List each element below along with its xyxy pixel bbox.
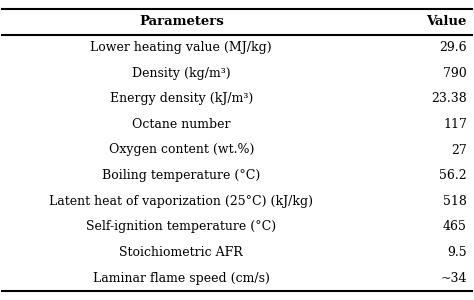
Text: 27: 27: [451, 143, 467, 157]
Text: Lower heating value (MJ/kg): Lower heating value (MJ/kg): [91, 41, 272, 54]
Text: Boiling temperature (°C): Boiling temperature (°C): [102, 169, 260, 182]
Text: Octane number: Octane number: [132, 118, 230, 131]
Text: 790: 790: [443, 67, 467, 80]
Text: Latent heat of vaporization (25°C) (kJ/kg): Latent heat of vaporization (25°C) (kJ/k…: [49, 195, 313, 208]
Text: Laminar flame speed (cm/s): Laminar flame speed (cm/s): [93, 272, 270, 285]
Text: Oxygen content (wt.%): Oxygen content (wt.%): [109, 143, 254, 157]
Text: 518: 518: [443, 195, 467, 208]
Text: Parameters: Parameters: [139, 15, 224, 28]
Text: 23.38: 23.38: [431, 92, 467, 105]
Text: Energy density (kJ/m³): Energy density (kJ/m³): [109, 92, 253, 105]
Text: 9.5: 9.5: [447, 246, 467, 259]
Text: ~34: ~34: [440, 272, 467, 285]
Text: Self-ignition temperature (°C): Self-ignition temperature (°C): [86, 220, 276, 233]
Text: 117: 117: [443, 118, 467, 131]
Text: 465: 465: [443, 220, 467, 233]
Text: 56.2: 56.2: [439, 169, 467, 182]
Text: Value: Value: [427, 15, 467, 28]
Text: 29.6: 29.6: [439, 41, 467, 54]
Text: Density (kg/m³): Density (kg/m³): [132, 67, 231, 80]
Text: Stoichiometric AFR: Stoichiometric AFR: [119, 246, 243, 259]
